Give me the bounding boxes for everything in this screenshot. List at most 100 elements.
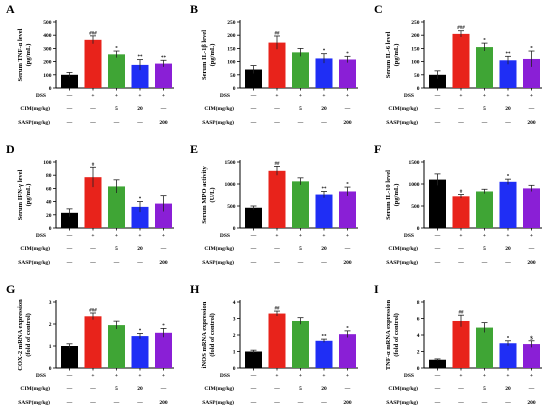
panel-letter: I <box>374 282 379 296</box>
panel-i: I TNF-α mRNA expression(fold of control) 0… <box>374 282 542 406</box>
condition-label: CIM(mg/kg) <box>20 105 50 112</box>
y-tick-label: 0 <box>49 226 52 232</box>
condition-label: SASP(mg/kg) <box>202 119 234 126</box>
condition-value: — <box>320 400 327 406</box>
bar <box>499 343 517 368</box>
condition-value: 5 <box>299 106 302 112</box>
y-tick-label: 150 <box>411 46 420 52</box>
condition-value: + <box>459 373 462 379</box>
condition-label: DSS <box>36 93 46 99</box>
condition-value: 20 <box>137 246 143 252</box>
condition-value: — <box>457 120 464 126</box>
condition-value: + <box>483 373 486 379</box>
y-tick-label: 3 <box>49 300 52 306</box>
panel-f: F Serum IL-10 level(pg/mL) 0 500 1000 1500 # * D… <box>374 142 542 266</box>
condition-label: SASP(mg/kg) <box>386 399 418 406</box>
condition-label: CIM(mg/kg) <box>20 245 50 252</box>
condition-value: — <box>457 386 464 392</box>
y-tick-label: 0 <box>417 86 420 92</box>
bar <box>523 58 540 88</box>
panel-letter: D <box>6 142 15 156</box>
bar <box>476 47 493 88</box>
condition-value: + <box>459 233 462 239</box>
condition-value: 200 <box>527 260 536 266</box>
significance-label: $ <box>530 336 533 341</box>
condition-value: — <box>250 386 257 392</box>
y-tick-label: 0 <box>49 86 52 92</box>
y-tick-label: 2 <box>49 322 52 328</box>
condition-value: — <box>297 400 304 406</box>
condition-value: — <box>528 106 535 112</box>
bar <box>131 206 149 228</box>
condition-value: — <box>434 233 441 239</box>
y-tick-label: 80 <box>46 173 52 179</box>
condition-value: — <box>160 246 167 252</box>
condition-value: — <box>457 246 464 252</box>
condition-value: — <box>113 400 120 406</box>
condition-value: — <box>66 386 73 392</box>
significance-label: ## <box>275 162 281 167</box>
panel-letter: B <box>190 2 198 16</box>
condition-value: 200 <box>343 120 352 126</box>
condition-value: — <box>66 93 73 99</box>
condition-value: + <box>275 233 278 239</box>
bar <box>245 207 262 228</box>
condition-value: — <box>273 400 280 406</box>
condition-value: — <box>344 386 351 392</box>
condition-value: + <box>483 93 486 99</box>
condition-value: — <box>136 260 143 266</box>
bar <box>315 58 333 88</box>
condition-value: 200 <box>527 400 536 406</box>
y-tick-label: 150 <box>227 46 236 52</box>
y-tick-label: 2 <box>233 333 236 339</box>
condition-value: + <box>91 233 94 239</box>
bar <box>339 59 356 88</box>
condition-value: — <box>250 233 257 239</box>
bar <box>61 212 78 228</box>
significance-label: ## <box>459 311 465 316</box>
condition-value: + <box>91 373 94 379</box>
significance-label: * <box>139 197 142 202</box>
condition-value: — <box>481 400 488 406</box>
condition-label: CIM(mg/kg) <box>388 245 418 252</box>
y-tick-label: 0 <box>417 226 420 232</box>
bar <box>268 42 286 88</box>
condition-value: — <box>297 120 304 126</box>
panel-letter: F <box>374 142 381 156</box>
y-tick-label: 300 <box>43 46 52 52</box>
condition-value: + <box>115 233 118 239</box>
y-axis-label: Serum MPO activity(U/L) <box>201 166 216 224</box>
condition-value: — <box>66 373 73 379</box>
y-tick-label: 100 <box>411 60 420 66</box>
bar <box>108 325 125 368</box>
y-tick-label: 250 <box>411 20 420 26</box>
condition-value: — <box>250 373 257 379</box>
y-axis-label: Serum IFN-γ level(pg/mL) <box>17 169 32 220</box>
condition-value: — <box>89 106 96 112</box>
y-tick-label: 0 <box>417 366 420 372</box>
significance-label: * <box>507 336 510 341</box>
condition-value: — <box>160 106 167 112</box>
condition-value: 5 <box>115 246 118 252</box>
y-tick-label: 1 <box>233 350 236 356</box>
y-tick-label: 4 <box>233 300 236 306</box>
y-tick-label: 3 <box>233 317 236 323</box>
condition-value: 200 <box>343 260 352 266</box>
condition-value: — <box>457 400 464 406</box>
significance-label: * <box>115 47 118 52</box>
bar <box>315 340 333 368</box>
condition-value: — <box>160 386 167 392</box>
condition-label: DSS <box>220 233 230 239</box>
bar <box>452 33 470 88</box>
condition-value: — <box>504 400 511 406</box>
significance-label: ### <box>457 26 465 31</box>
condition-value: + <box>322 233 325 239</box>
condition-value: + <box>322 93 325 99</box>
condition-value: 20 <box>321 246 327 252</box>
condition-value: 5 <box>483 106 486 112</box>
